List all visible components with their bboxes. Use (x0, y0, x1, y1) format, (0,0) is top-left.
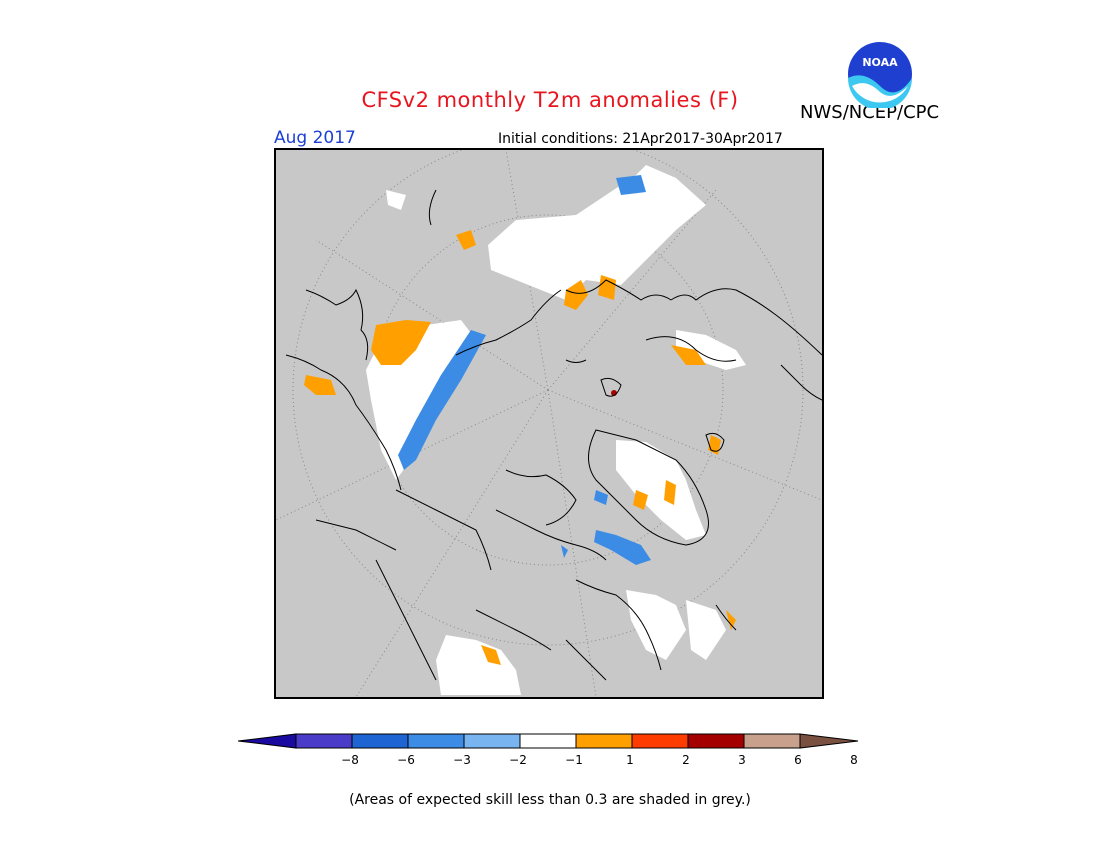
colorbar-tick-label: −3 (453, 753, 471, 767)
map-canvas (276, 150, 822, 697)
near-normal-regions (366, 165, 746, 695)
colorbar-tick-label: −6 (397, 753, 415, 767)
cold-anomaly-regions (398, 175, 651, 565)
initial-conditions: Initial conditions: 21Apr2017-30Apr2017 (498, 131, 783, 147)
colorbar-tick-label: −8 (341, 753, 359, 767)
colorbar: −8 −6 −3 −2 −1 1 2 3 6 8 (238, 733, 859, 767)
forecast-period: Aug 2017 (274, 128, 356, 148)
colorbar-swatches (238, 733, 859, 749)
colorbar-swatch-low-extreme (238, 733, 297, 749)
colorbar-tick-label: 1 (626, 753, 634, 767)
colorbar-swatch (687, 733, 745, 749)
colorbar-tick-label: −2 (509, 753, 527, 767)
colorbar-swatch (463, 733, 521, 749)
warm-anomaly-regions (304, 230, 736, 665)
chart-title: CFSv2 monthly T2m anomalies (F) (361, 88, 739, 112)
agency-label: NWS/NCEP/CPC (800, 102, 940, 123)
colorbar-swatch (295, 733, 353, 749)
colorbar-tick-label: 6 (794, 753, 802, 767)
noaa-logo-text: NOAA (862, 56, 898, 69)
graticule (276, 150, 822, 697)
colorbar-swatch (575, 733, 633, 749)
noaa-logo-icon: NOAA (848, 42, 912, 108)
colorbar-swatch-high-extreme (799, 733, 859, 749)
colorbar-swatch (519, 733, 577, 749)
colorbar-tick-label: 8 (850, 753, 858, 767)
colorbar-tick-label: −1 (565, 753, 583, 767)
colorbar-tick-labels: −8 −6 −3 −2 −1 1 2 3 6 8 (341, 753, 858, 767)
footnote-text: (Areas of expected skill less than 0.3 a… (349, 792, 751, 808)
colorbar-swatch (631, 733, 689, 749)
footnote: (Areas of expected skill less than 0.3 a… (0, 792, 1100, 808)
colorbar-tick-label: 2 (682, 753, 690, 767)
colorbar-swatch (743, 733, 801, 749)
polar-map (274, 148, 824, 699)
colorbar-swatch (407, 733, 465, 749)
colorbar-swatch (351, 733, 409, 749)
colorbar-tick-label: 3 (738, 753, 746, 767)
coastlines (285, 189, 822, 681)
